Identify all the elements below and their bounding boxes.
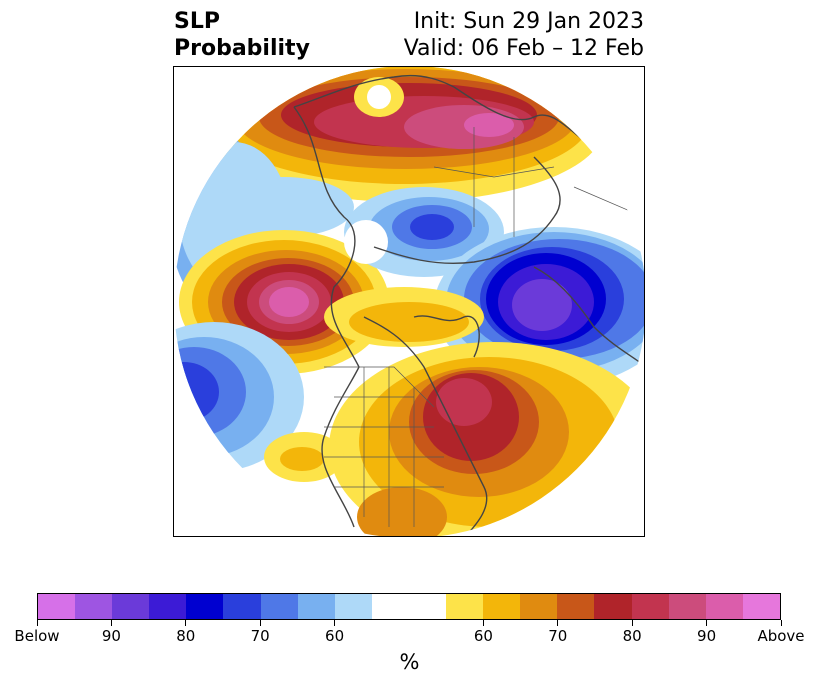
colorbar-tick-label: 70 bbox=[548, 627, 568, 645]
colorbar-segment bbox=[186, 594, 224, 619]
colorbar-segment bbox=[334, 594, 372, 619]
colorbar-tick-label: 60 bbox=[473, 627, 493, 645]
colorbar-segment bbox=[75, 594, 113, 619]
map-title: SLP Probability bbox=[174, 8, 310, 62]
colorbar-segment bbox=[112, 594, 150, 619]
colorbar-segment bbox=[446, 594, 484, 619]
colorbar-segment bbox=[631, 594, 669, 619]
valid-range: Valid: 06 Feb – 12 Feb bbox=[403, 36, 644, 61]
map-panel bbox=[173, 66, 645, 537]
colorbar-tick-label: 70 bbox=[250, 627, 270, 645]
colorbar-segment bbox=[223, 594, 261, 619]
colorbar-segment bbox=[742, 594, 780, 619]
colorbar-tick-label: 60 bbox=[325, 627, 345, 645]
political-borders bbox=[324, 127, 644, 527]
colorbar-segment bbox=[149, 594, 187, 619]
colorbar-tick-mark bbox=[259, 620, 261, 626]
colorbar-unit: % bbox=[399, 650, 420, 674]
central-above-band bbox=[324, 287, 484, 347]
colorbar-segment bbox=[297, 594, 335, 619]
colorbar-tick-label: 80 bbox=[176, 627, 196, 645]
colorbar-tick-mark bbox=[780, 620, 782, 626]
colorbar-tick-label: 80 bbox=[622, 627, 642, 645]
colorbar-tick-label: Below bbox=[14, 627, 60, 645]
init-date: Init: Sun 29 Jan 2023 bbox=[413, 9, 644, 34]
colorbar-tick-mark bbox=[110, 620, 112, 626]
colorbar-tick-mark bbox=[334, 620, 336, 626]
colorbar-segment bbox=[260, 594, 298, 619]
colorbar bbox=[37, 593, 781, 620]
colorbar-segment bbox=[668, 594, 706, 619]
colorbar-segment bbox=[371, 594, 409, 619]
colorbar-tick-mark bbox=[631, 620, 633, 626]
colorbar-tick-label: 90 bbox=[101, 627, 121, 645]
colorbar-segment bbox=[557, 594, 595, 619]
colorbar-tick-label: Above bbox=[757, 627, 805, 645]
colorbar-tick-mark bbox=[36, 620, 38, 626]
colorbar-segment bbox=[520, 594, 558, 619]
title-line-type: Probability bbox=[174, 36, 310, 61]
map-dates: Init: Sun 29 Jan 2023 Valid: 06 Feb – 12… bbox=[404, 8, 644, 62]
polar-map bbox=[174, 67, 644, 536]
colorbar-segment bbox=[594, 594, 632, 619]
colorbar-tick-mark bbox=[185, 620, 187, 626]
colorbar-tick-label: 90 bbox=[697, 627, 717, 645]
europe-low-anomaly bbox=[434, 227, 644, 387]
eastern-canada-high-anomaly bbox=[329, 342, 644, 536]
colorbar-tick-mark bbox=[706, 620, 708, 626]
colorbar-segment bbox=[408, 594, 447, 619]
colorbar-segment bbox=[705, 594, 743, 619]
siberia-high-anomaly bbox=[204, 67, 604, 202]
title-line-variable: SLP bbox=[174, 9, 220, 34]
colorbar-segment bbox=[38, 594, 76, 619]
colorbar-tick-mark bbox=[482, 620, 484, 626]
colorbar-segment bbox=[483, 594, 521, 619]
north-pacific-high-anomaly bbox=[179, 230, 389, 374]
pacific-coast-above-blob bbox=[264, 432, 344, 482]
colorbar-tick-mark bbox=[557, 620, 559, 626]
